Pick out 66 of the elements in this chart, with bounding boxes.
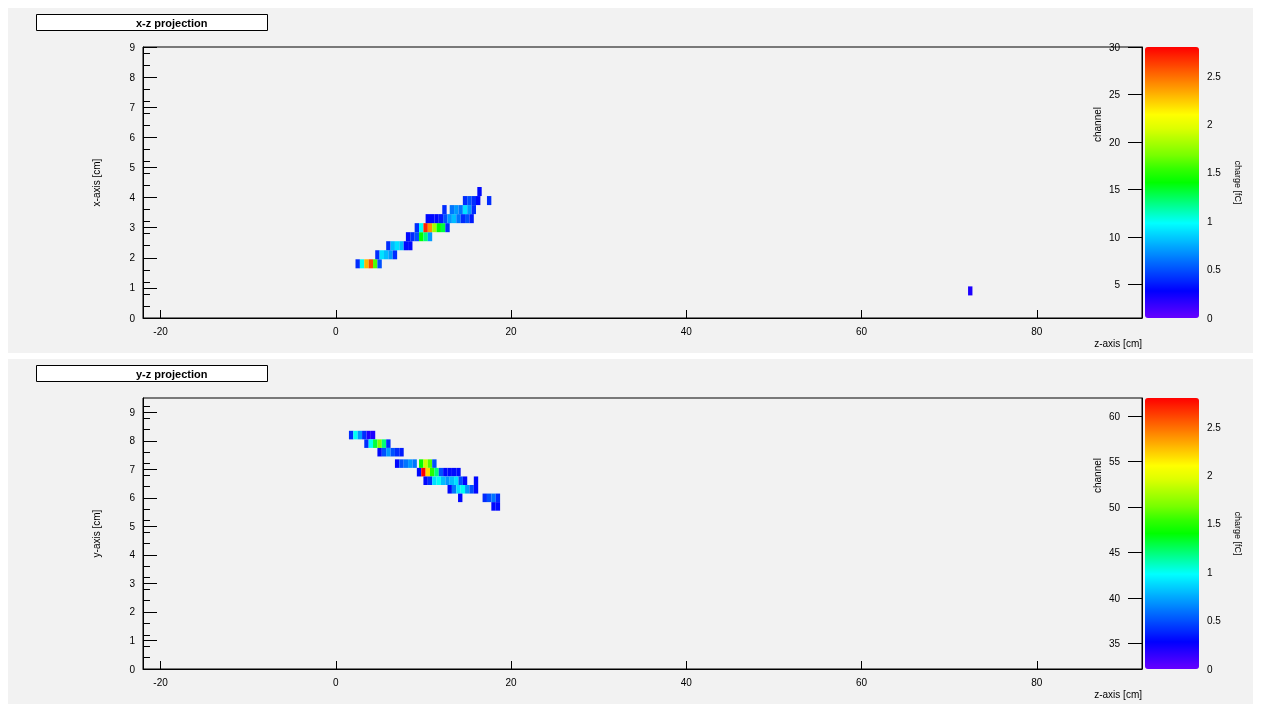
x-tick-label: 20 — [505, 325, 518, 337]
x-tick-label: -20 — [153, 676, 169, 688]
y2-tick-label: 55 — [1108, 456, 1121, 468]
y-axis-title: x-axis [cm] — [90, 158, 102, 207]
x-tick-label: 20 — [505, 676, 518, 688]
color-bar-label: 0 — [1207, 312, 1213, 324]
y-tick-label: 6 — [129, 131, 136, 143]
y-tick-label: 8 — [129, 71, 136, 83]
chart-title: x-z projection — [136, 16, 208, 29]
y-tick-label: 4 — [129, 192, 136, 204]
color-bar-label: 2 — [1207, 469, 1213, 481]
y-tick-label: 8 — [129, 435, 136, 447]
x-tick-label: 0 — [333, 325, 340, 337]
color-bar-label: 2.5 — [1207, 421, 1222, 433]
x-tick-label: 60 — [856, 676, 868, 688]
x-tick-label: 40 — [680, 325, 693, 337]
y2-tick-label: 25 — [1108, 89, 1121, 101]
y-tick-label: 0 — [129, 312, 136, 324]
y-axis-title: y-axis [cm] — [90, 509, 102, 558]
y-tick-label: 1 — [129, 282, 136, 294]
y-tick-label: 7 — [129, 101, 136, 113]
x-axis-title: z-axis [cm] — [1094, 337, 1143, 349]
color-bar-label: 0 — [1207, 663, 1213, 675]
x-axis-title: z-axis [cm] — [1094, 688, 1143, 700]
chart-title: y-z projection — [136, 367, 208, 380]
y2-tick-label: 50 — [1108, 501, 1121, 513]
color-bar-label: 0.5 — [1207, 615, 1222, 627]
color-bar-label: 0.5 — [1207, 264, 1222, 276]
y-tick-label: 9 — [129, 41, 136, 53]
y2-tick-label: 20 — [1108, 136, 1121, 148]
y2-tick-label: 35 — [1108, 638, 1121, 650]
y2-tick-label: 5 — [1114, 279, 1121, 291]
y2-tick-label: 60 — [1108, 410, 1121, 422]
color-bar-title: charge [fC] — [1232, 511, 1243, 556]
y2-axis-title: channel — [1091, 458, 1103, 494]
color-bar-label: 1 — [1207, 566, 1213, 578]
x-tick-label: 40 — [680, 676, 693, 688]
y2-tick-label: 10 — [1108, 231, 1121, 243]
color-bar-label: 1.5 — [1207, 518, 1222, 530]
y-tick-label: 2 — [129, 252, 136, 264]
color-bar-title: charge [fC] — [1232, 160, 1243, 205]
x-tick-label: 80 — [1031, 676, 1043, 688]
y-tick-label: 1 — [129, 634, 136, 646]
y2-tick-label: 45 — [1108, 547, 1121, 559]
y-tick-label: 9 — [129, 406, 136, 418]
color-bar-label: 2 — [1207, 118, 1213, 130]
color-bar-label: 2.5 — [1207, 70, 1222, 82]
y2-tick-label: 15 — [1108, 184, 1121, 196]
y-tick-label: 7 — [129, 463, 136, 475]
y2-tick-label: 40 — [1108, 592, 1121, 604]
y-tick-label: 5 — [129, 520, 136, 532]
y-tick-label: 3 — [129, 222, 136, 234]
y-tick-label: 6 — [129, 492, 136, 504]
y-tick-label: 0 — [129, 663, 136, 675]
x-tick-label: -20 — [153, 325, 169, 337]
y-tick-label: 2 — [129, 606, 136, 618]
y-tick-label: 3 — [129, 577, 136, 589]
y-tick-label: 5 — [129, 161, 136, 173]
x-tick-label: 80 — [1031, 325, 1043, 337]
x-tick-label: 60 — [856, 325, 868, 337]
x-tick-label: 0 — [333, 676, 340, 688]
color-bar-label: 1.5 — [1207, 167, 1222, 179]
color-bar-label: 1 — [1207, 215, 1213, 227]
y2-tick-label: 30 — [1108, 41, 1121, 53]
y2-axis-title: channel — [1091, 107, 1103, 143]
y-tick-label: 4 — [129, 549, 136, 561]
